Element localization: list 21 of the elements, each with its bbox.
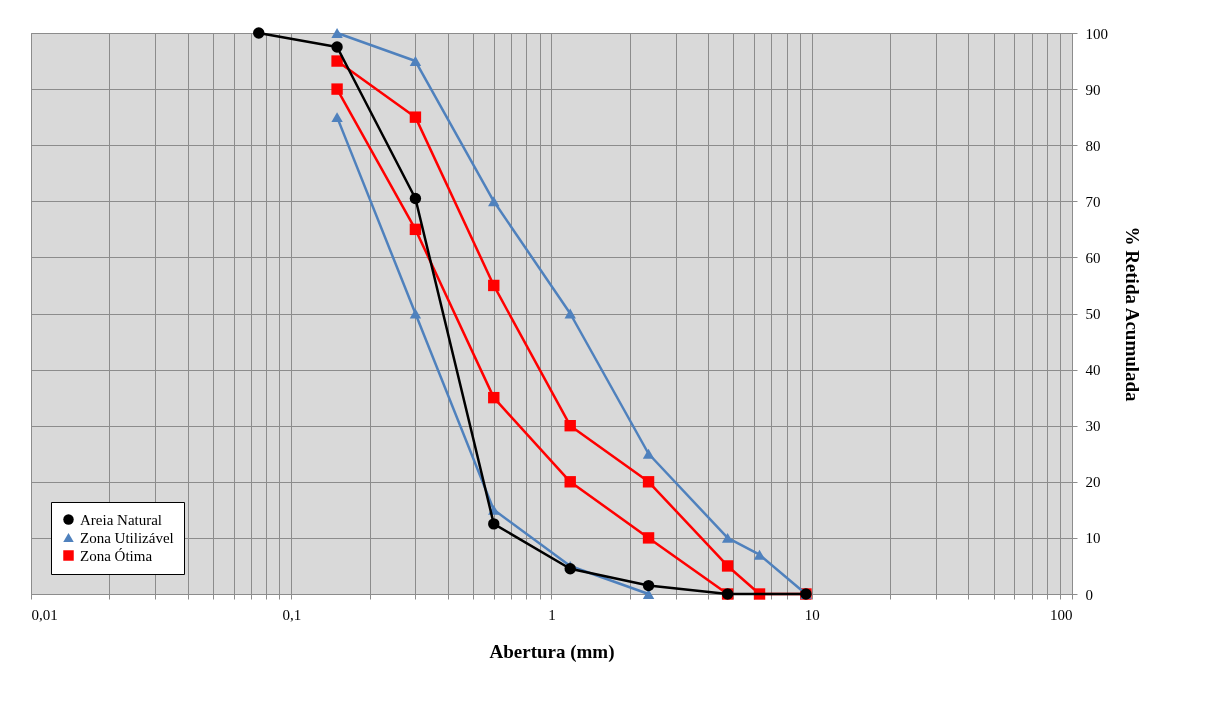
legend-label: Areia Natural — [80, 511, 163, 528]
y-tick-label: 10 — [1085, 530, 1101, 547]
x-tick-label: 10 — [804, 606, 820, 623]
x-tick-label: 0,01 — [31, 606, 58, 623]
y-tick-label: 40 — [1085, 362, 1101, 379]
x-tick-label: 0,1 — [282, 606, 302, 623]
y-tick-label: 0 — [1085, 586, 1093, 603]
y-tick-label: 90 — [1085, 81, 1101, 98]
y-tick-label: 30 — [1085, 418, 1101, 435]
x-axis-title: Abertura (mm) — [489, 640, 615, 663]
y-tick-label: 20 — [1085, 474, 1101, 491]
legend-label: Zona Utilizável — [80, 529, 174, 546]
y-tick-label: 60 — [1085, 249, 1101, 266]
y-tick-label: 50 — [1085, 306, 1101, 322]
y-tick-label: 100 — [1085, 25, 1108, 42]
y-axis-title: % Retida Acumulada — [1122, 226, 1143, 403]
x-tick-label: 1 — [548, 606, 556, 623]
legend-label: Zona Ótima — [80, 547, 153, 564]
y-tick-label: 80 — [1085, 137, 1101, 154]
x-tick-label: 100 — [1050, 606, 1073, 623]
y-tick-label: 70 — [1085, 193, 1101, 210]
